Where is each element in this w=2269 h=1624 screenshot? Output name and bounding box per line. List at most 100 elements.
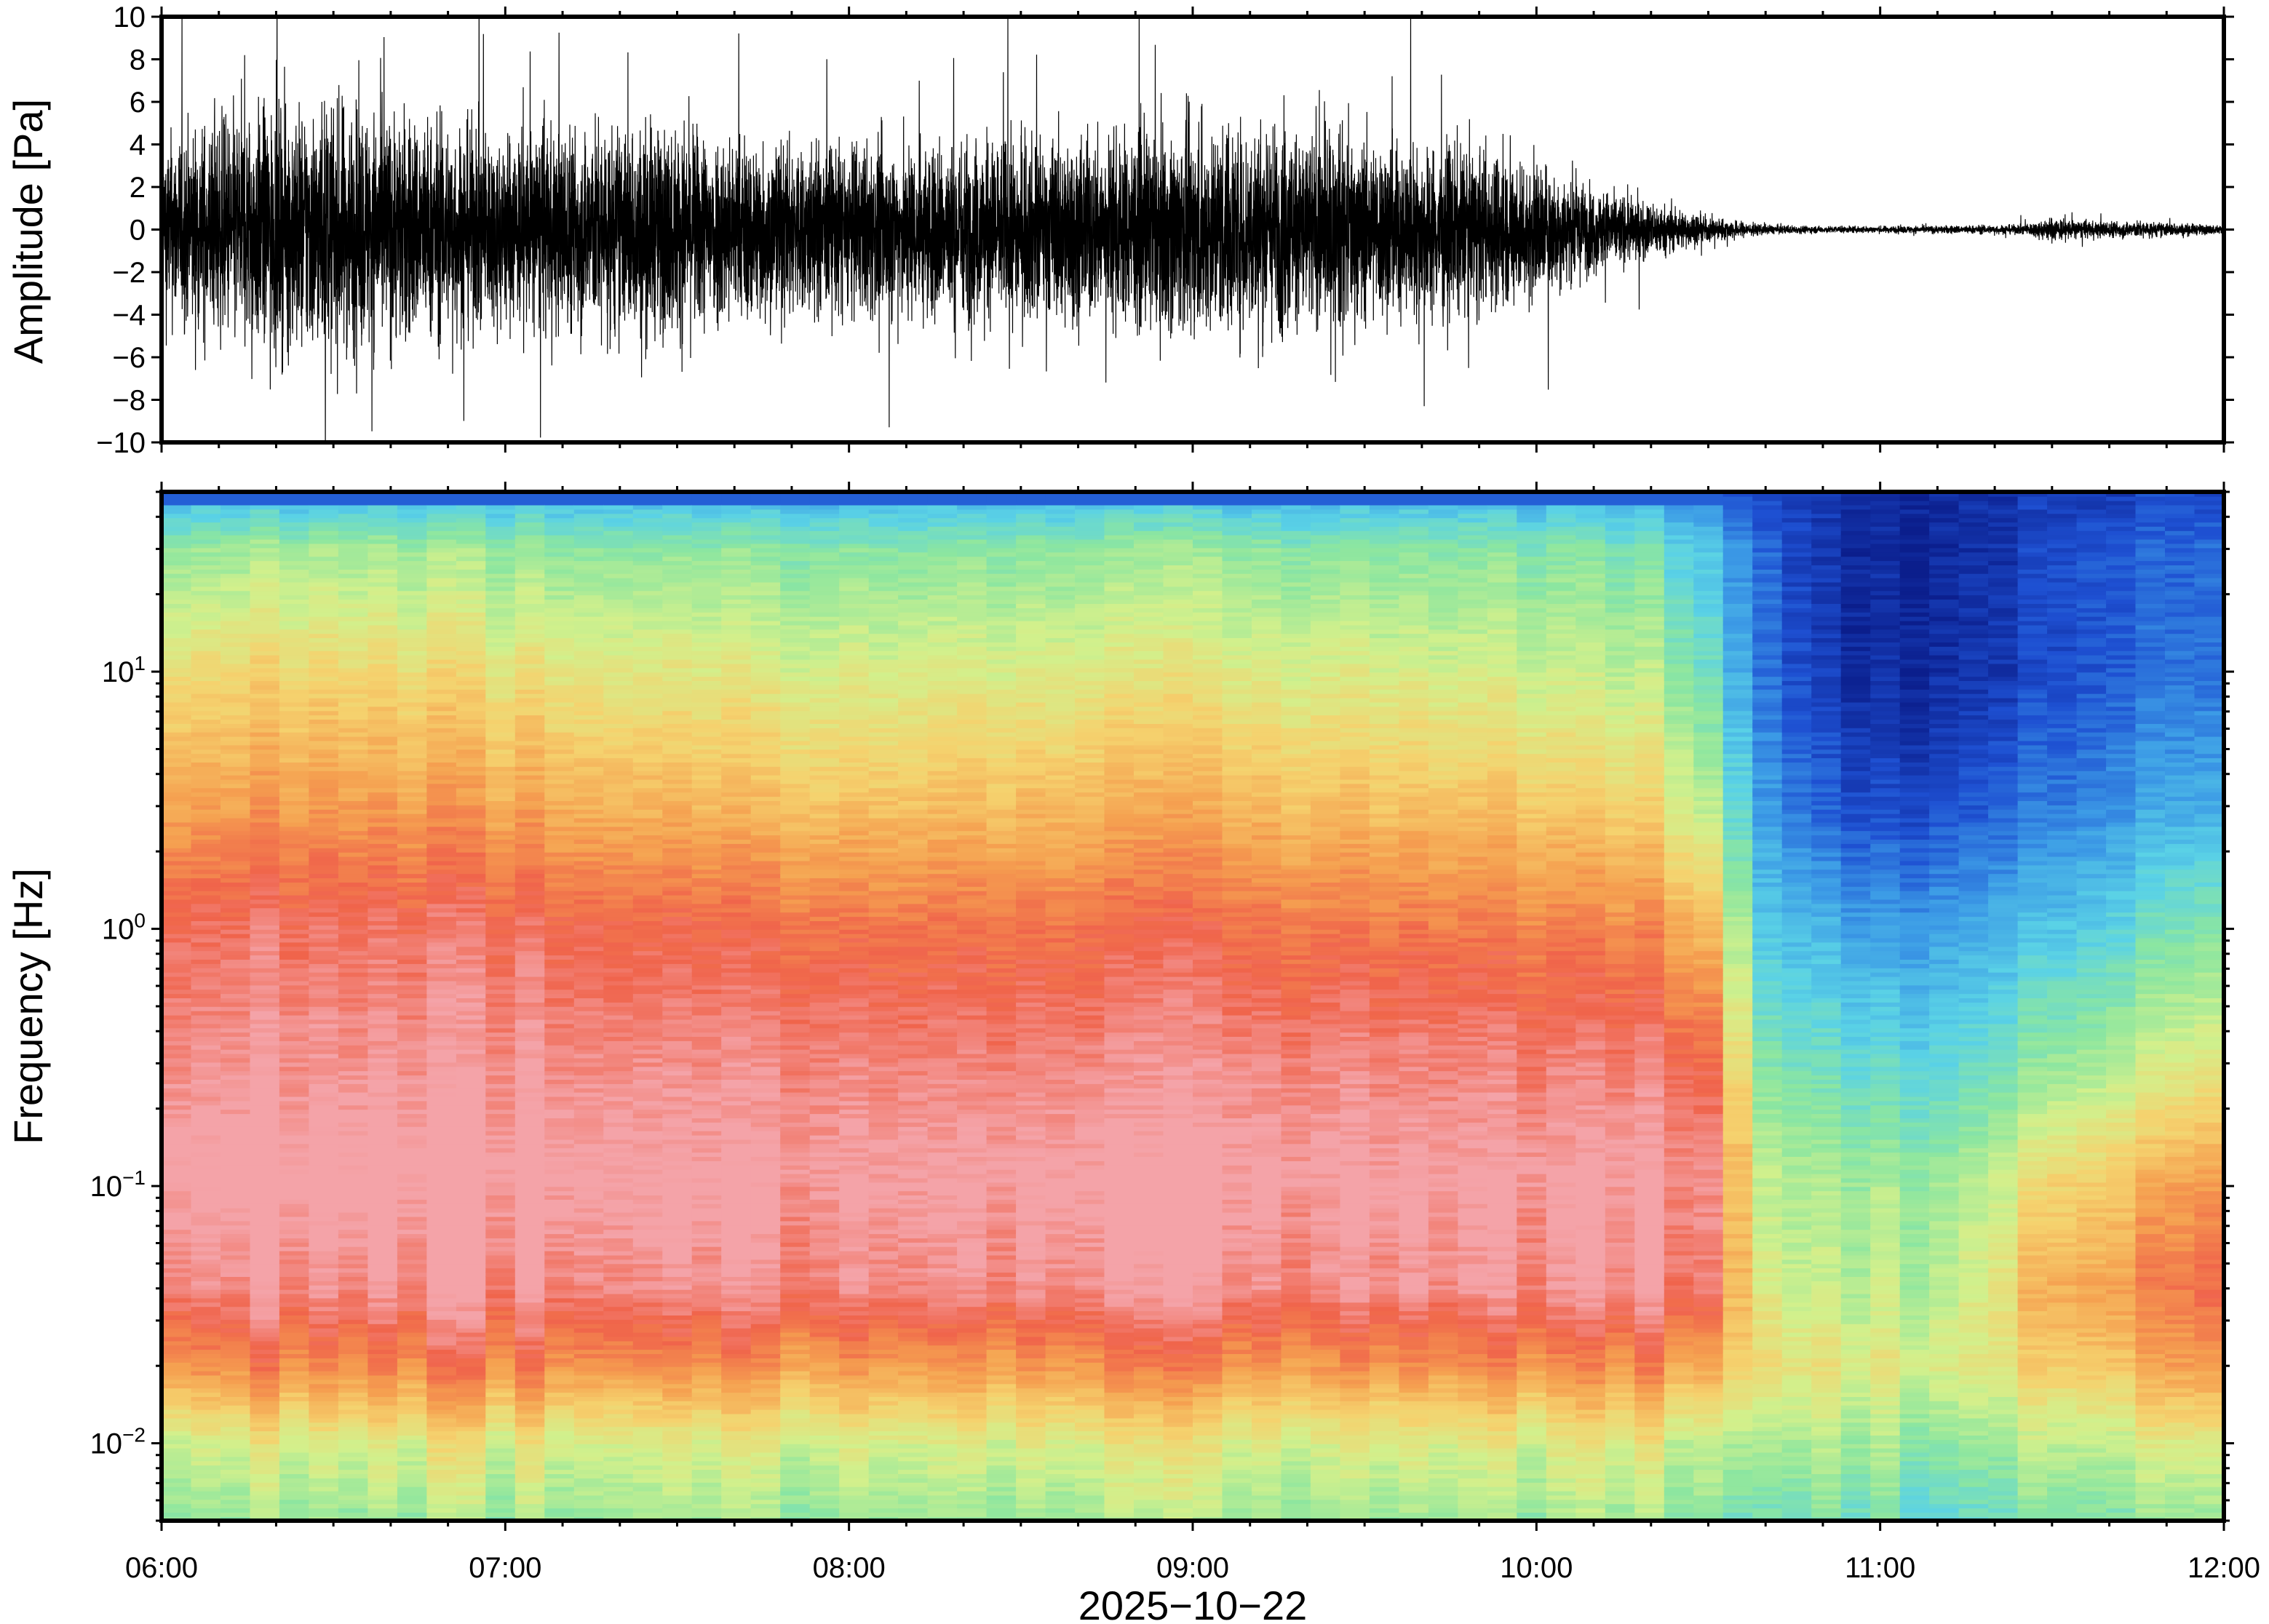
spectrogram-cell bbox=[456, 912, 487, 918]
spectrogram-cell bbox=[191, 526, 221, 531]
spectrogram-cell bbox=[514, 1203, 546, 1209]
spectrogram-cell bbox=[662, 1053, 693, 1059]
spectrogram-cell bbox=[367, 1417, 398, 1423]
spectrogram-cell bbox=[456, 800, 487, 805]
spectrogram-cell bbox=[397, 851, 428, 857]
spectrogram-cell bbox=[367, 1156, 398, 1161]
spectrogram-cell bbox=[691, 1349, 722, 1354]
spectrogram-cell bbox=[397, 1182, 428, 1187]
spectrogram-cell bbox=[279, 1413, 310, 1419]
spectrogram-cell bbox=[367, 925, 398, 930]
spectrogram-cell bbox=[426, 1259, 457, 1265]
spectrogram-cell bbox=[750, 1336, 781, 1342]
spectrogram-cell bbox=[426, 1490, 457, 1496]
spectrogram-cell bbox=[191, 1207, 221, 1213]
spectrogram-cell bbox=[456, 701, 487, 707]
spectrogram-cell bbox=[426, 1190, 457, 1195]
spectrogram-cell bbox=[485, 1143, 516, 1149]
spectrogram-cell bbox=[191, 1032, 221, 1037]
spectrogram-cell bbox=[721, 925, 752, 930]
spectrogram-cell bbox=[162, 1401, 192, 1406]
spectrogram-cell bbox=[250, 1177, 280, 1183]
spectrogram-cell bbox=[220, 1096, 251, 1102]
spectrogram-cell bbox=[514, 740, 546, 746]
spectrogram-cell bbox=[279, 1100, 310, 1106]
spectrogram-cell bbox=[162, 1238, 192, 1243]
spectrogram-cell bbox=[309, 1409, 339, 1414]
spectrogram-cell bbox=[514, 603, 546, 608]
spectrogram-cell bbox=[514, 1014, 546, 1020]
spectrogram-cell bbox=[632, 766, 664, 771]
spectrogram-cell bbox=[750, 1379, 781, 1385]
spectrogram-cell bbox=[162, 916, 192, 921]
spectrogram-cell bbox=[367, 984, 398, 990]
spectrogram-cell bbox=[367, 642, 398, 647]
spectrogram-cell bbox=[456, 989, 487, 995]
spectrogram-cell bbox=[191, 984, 221, 990]
spectrogram-cell bbox=[279, 873, 310, 879]
spectrogram-cell bbox=[603, 1396, 634, 1401]
spectrogram-cell bbox=[426, 877, 457, 883]
spectrogram-cell bbox=[750, 1409, 781, 1414]
spectrogram-cell bbox=[220, 821, 251, 827]
spectrogram-cell bbox=[279, 830, 310, 836]
spectrogram-cell bbox=[191, 1289, 221, 1294]
spectrogram-cell bbox=[750, 1392, 781, 1397]
spectrogram-cell bbox=[250, 1302, 280, 1307]
spectrogram-cell bbox=[456, 689, 487, 694]
spectrogram-cell bbox=[397, 1238, 428, 1243]
spectrogram-cell bbox=[309, 1225, 339, 1230]
spectrogram-cell bbox=[220, 1444, 251, 1449]
spectrogram-cell bbox=[426, 1319, 457, 1324]
spectrogram-cell bbox=[191, 1173, 221, 1179]
spectrogram-cell bbox=[662, 1100, 693, 1106]
spectrogram-cell bbox=[162, 1087, 192, 1093]
spectrogram-column bbox=[220, 492, 251, 1521]
spectrogram-cell bbox=[279, 1002, 310, 1007]
spectrogram-cell bbox=[162, 1417, 192, 1423]
spectrogram-cell bbox=[456, 963, 487, 968]
spectrogram-cell bbox=[573, 719, 605, 724]
spectrogram-cell bbox=[220, 1122, 251, 1127]
spectrogram-cell bbox=[309, 800, 339, 805]
spectrogram-cell bbox=[632, 1276, 664, 1281]
spectrogram-cell bbox=[397, 560, 428, 565]
spectrogram-cell bbox=[250, 1173, 280, 1179]
spectrogram-cell bbox=[632, 663, 664, 669]
spectrogram-cell bbox=[426, 912, 457, 918]
spectrogram-cell bbox=[662, 1478, 693, 1483]
spectrogram-cell bbox=[691, 1002, 722, 1007]
spectrogram-cell bbox=[662, 1113, 693, 1118]
spectrogram-cell bbox=[397, 1070, 428, 1076]
spectrogram-cell bbox=[632, 723, 664, 728]
spectrogram-cell bbox=[514, 1289, 546, 1294]
spectrogram-cell bbox=[279, 719, 310, 724]
spectrogram-cell bbox=[309, 1040, 339, 1046]
spectrogram-cell bbox=[279, 556, 310, 562]
spectrogram-cell bbox=[514, 1075, 546, 1080]
spectrogram-cell bbox=[162, 1379, 192, 1385]
spectrogram-cell bbox=[367, 680, 398, 685]
spectrogram-cell bbox=[573, 1272, 605, 1277]
spectrogram-cell bbox=[721, 1508, 752, 1513]
spectrogram-cell bbox=[191, 894, 221, 900]
spectrogram-cell bbox=[514, 1392, 546, 1397]
spectrogram-cell bbox=[691, 1383, 722, 1389]
spectrogram-cell bbox=[573, 1349, 605, 1354]
spectrogram-cell bbox=[691, 1490, 722, 1496]
spectrogram-cell bbox=[397, 1203, 428, 1209]
spectrogram-cell bbox=[309, 1238, 339, 1243]
spectrogram-cell bbox=[338, 744, 369, 750]
spectrogram-cell bbox=[279, 1383, 310, 1389]
spectrogram-cell bbox=[220, 1272, 251, 1277]
spectrogram-cell bbox=[573, 667, 605, 673]
spectrogram-cell bbox=[485, 492, 516, 497]
spectrogram-cell bbox=[162, 728, 192, 733]
spectrogram-cell bbox=[662, 830, 693, 836]
spectrogram-cell bbox=[544, 1494, 575, 1500]
spectrogram-cell bbox=[721, 1045, 752, 1050]
spectrogram-cell bbox=[279, 731, 310, 737]
spectrogram-cell bbox=[426, 624, 457, 630]
spectrogram-cell bbox=[514, 976, 546, 982]
spectrogram-cell bbox=[309, 1499, 339, 1505]
